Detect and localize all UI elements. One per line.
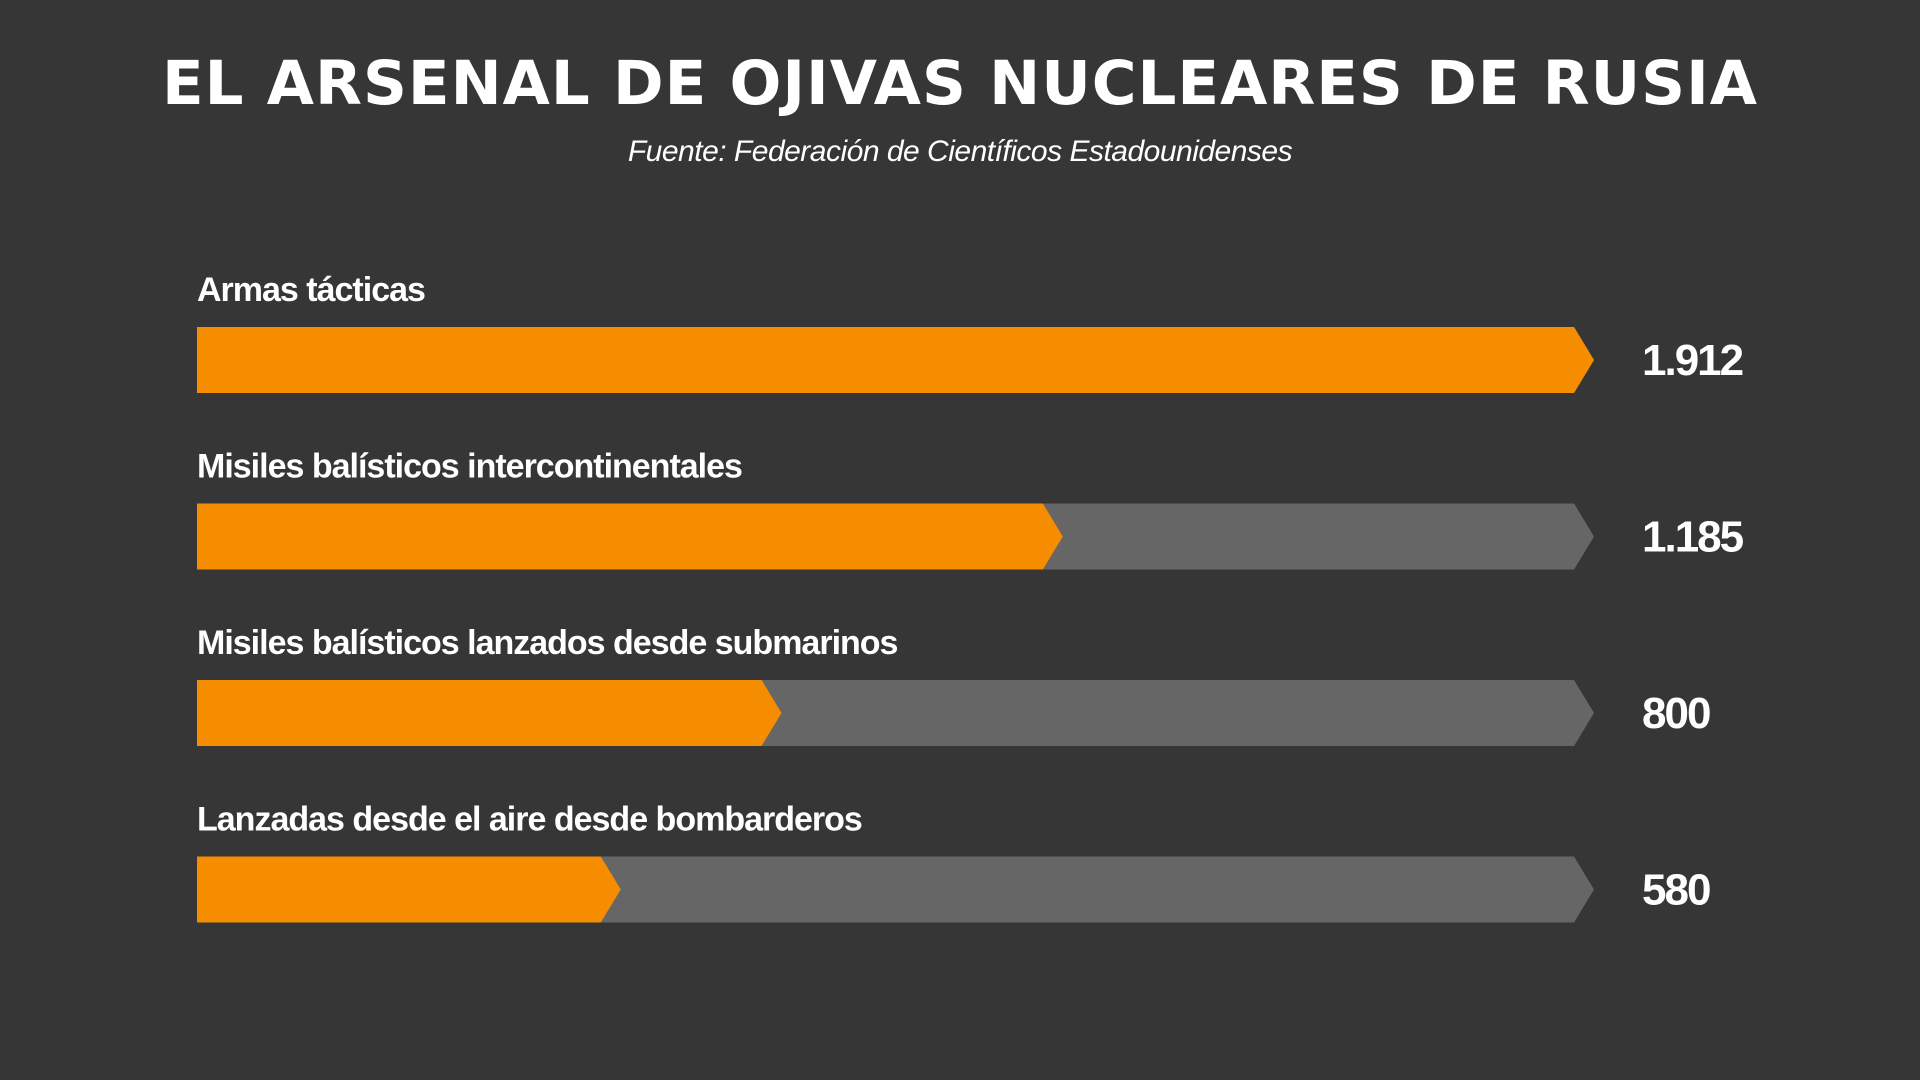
chart-subtitle: Fuente: Federación de Científicos Estado… xyxy=(627,135,1293,168)
value-label: 1.185 xyxy=(1642,513,1744,562)
bar xyxy=(197,503,1063,570)
value-label: 1.912 xyxy=(1642,336,1743,385)
value-label: 800 xyxy=(1642,689,1710,738)
bar xyxy=(197,327,1594,393)
bar xyxy=(197,856,621,923)
category-label: Misiles balísticos intercontinentales xyxy=(197,448,742,486)
bar-group: Misiles balísticos intercontinentales 1.1… xyxy=(197,448,1746,570)
category-label: Armas tácticas xyxy=(197,271,425,309)
bar-group: Armas tácticas 1.912 xyxy=(197,271,1745,393)
value-label: 580 xyxy=(1642,866,1710,915)
category-label: Misiles balísticos lanzados desde submar… xyxy=(197,624,898,662)
bar xyxy=(197,680,782,746)
bar-group: Misiles balísticos lanzados desde submar… xyxy=(197,624,1712,746)
bar-group: Lanzadas desde el aire desde bombarderos… xyxy=(197,801,1712,923)
chart-title: EL ARSENAL DE OJIVAS NUCLEARES DE RUSIA xyxy=(162,48,1758,119)
category-label: Lanzadas desde el aire desde bombarderos xyxy=(197,801,862,839)
